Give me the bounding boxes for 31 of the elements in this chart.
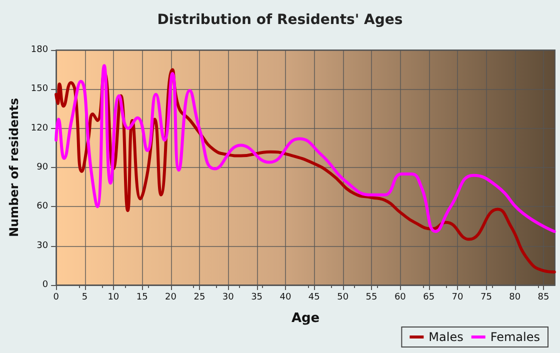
x-tick-label: 10	[108, 292, 120, 302]
x-tick-label: 15	[136, 292, 148, 302]
x-axis-title: Age	[291, 311, 320, 326]
y-tick-label: 120	[30, 123, 48, 134]
y-tick-label: 30	[36, 240, 48, 251]
x-tick-label: 80	[509, 292, 521, 302]
legend-label: Females	[490, 330, 540, 344]
line-series	[54, 64, 556, 233]
chart-title: Distribution of Residents' Ages	[157, 12, 403, 28]
x-tick-label: 35	[251, 292, 263, 302]
legend-label: Males	[428, 330, 464, 344]
x-tick-label: 50	[337, 292, 349, 302]
x-tick-label: 45	[308, 292, 320, 302]
y-tick-label: 150	[30, 84, 48, 94]
x-tick-label: 70	[452, 292, 464, 302]
y-tick-label: 90	[36, 162, 48, 172]
x-tick-label: 0	[53, 292, 60, 302]
x-tick-label: 5	[82, 292, 88, 302]
y-tick-label: 60	[36, 202, 48, 212]
x-tick-label: 65	[423, 292, 435, 302]
x-tick-label: 20	[165, 292, 177, 302]
x-tick-label: 55	[366, 292, 378, 302]
y-axis-title: Number of residents	[7, 98, 21, 238]
x-tick-label: 60	[394, 292, 406, 302]
x-tick-label: 75	[480, 292, 492, 302]
x-tick-label: 25	[194, 292, 206, 302]
y-tick-label: 180	[30, 45, 48, 55]
x-tick-label: 40	[280, 292, 292, 302]
y-tick-label: 0	[42, 280, 48, 290]
x-tick-label: 30	[222, 292, 234, 302]
x-tick-label: 85	[538, 292, 550, 302]
